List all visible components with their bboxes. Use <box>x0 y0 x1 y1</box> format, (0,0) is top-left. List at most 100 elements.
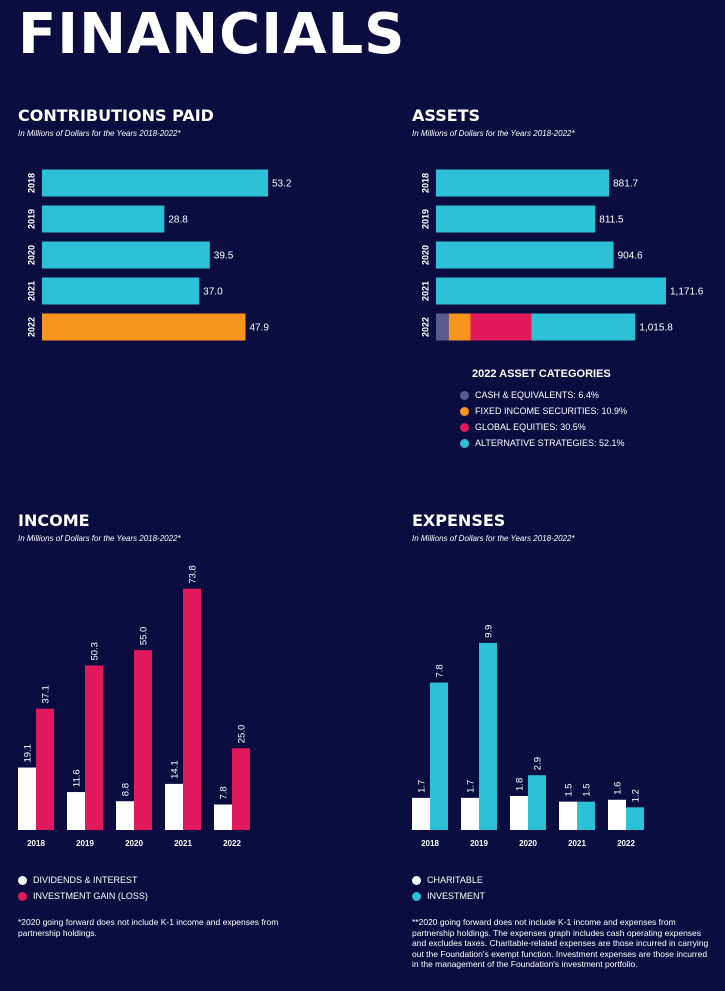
legend-dot <box>412 891 421 901</box>
legend-item-global-equities: GLOBAL EQUITIES: 30.5% <box>460 422 627 432</box>
year-label: 2020 <box>26 245 36 265</box>
assets-subtitle: In Millions of Dollars for the Years 201… <box>412 129 575 138</box>
bar-value-label: 28.8 <box>168 215 188 226</box>
bar <box>436 277 666 305</box>
legend-dot <box>18 875 27 885</box>
bar-value-label: 1.6 <box>613 782 624 795</box>
expenses-chart: 1.7 7.8 2018 1.7 9.9 2019 1.8 2.9 2020 1.5 1.5 2021… <box>412 625 644 848</box>
bar-value-label: 9.9 <box>484 625 495 638</box>
assets-chart: 2018 881.7 2019 811.5 2020 904.6 2021 1,171.6 20… <box>420 169 704 341</box>
income-footnote: *2020 going forward does not include K-1… <box>18 917 279 938</box>
legend-item-investment: INVESTMENT <box>412 891 485 901</box>
bar <box>436 241 614 269</box>
year-label: 2021 <box>568 839 586 848</box>
bar <box>42 205 165 233</box>
bar <box>183 588 201 830</box>
legend-label: DIVIDENDS & INTEREST <box>33 875 138 885</box>
bar <box>67 792 85 830</box>
contributions-subtitle: In Millions of Dollars for the Years 201… <box>18 129 181 138</box>
bar <box>510 795 528 830</box>
bar <box>461 797 479 830</box>
income-legend: DIVIDENDS & INTEREST INVESTMENT GAIN (LO… <box>18 875 148 907</box>
bar <box>42 241 210 269</box>
bar-value-label: 881.7 <box>613 179 638 190</box>
bar <box>479 642 497 830</box>
year-label: 2021 <box>420 281 430 301</box>
bar-value-label: 39.5 <box>214 251 234 262</box>
legend-label: CHARITABLE <box>427 875 483 885</box>
legend-label: CASH & EQUIVALENTS: 6.4% <box>475 390 599 400</box>
bar-value-label: 1.5 <box>564 783 575 796</box>
legend-dot <box>460 406 469 416</box>
year-label: 2020 <box>125 839 143 848</box>
assets-title: ASSETS <box>412 106 481 125</box>
income-header: INCOME In Millions of Dollars for the Ye… <box>18 511 181 543</box>
legend-label: ALTERNATIVE STRATEGIES: 52.1% <box>475 438 625 448</box>
bar-value-label: 1,015.8 <box>639 323 673 334</box>
bar-value-label: 37.1 <box>41 685 52 704</box>
contributions-chart: 2018 53.2 2019 28.8 2020 39.5 2021 37.0 2022 47.9 <box>26 169 292 341</box>
bar <box>134 650 152 830</box>
income-subtitle: In Millions of Dollars for the Years 201… <box>18 534 181 543</box>
bar-value-label: 1.5 <box>582 783 593 796</box>
legend-item-alternative: ALTERNATIVE STRATEGIES: 52.1% <box>460 438 627 448</box>
year-label: 2018 <box>26 173 36 193</box>
legend-item-charitable: CHARITABLE <box>412 875 485 885</box>
bar <box>36 708 54 830</box>
bar-segment <box>531 313 636 341</box>
year-label: 2019 <box>76 839 94 848</box>
bar-value-label: 14.1 <box>170 760 181 779</box>
year-label: 2022 <box>26 317 36 337</box>
bar <box>577 801 595 830</box>
bar-segment <box>470 313 532 341</box>
bar-value-label: 8.8 <box>121 783 132 796</box>
legend-dot <box>412 875 421 885</box>
year-label: 2019 <box>26 209 36 229</box>
assets-header: ASSETS In Millions of Dollars for the Ye… <box>412 106 575 138</box>
bar <box>214 804 232 830</box>
bar-value-label: 1.7 <box>466 780 477 793</box>
year-label: 2020 <box>519 839 537 848</box>
bar-value-label: 1.2 <box>631 789 642 802</box>
legend-label: FIXED INCOME SECURITIES: 10.9% <box>475 406 628 416</box>
bar <box>165 783 183 830</box>
year-label: 2021 <box>26 281 36 301</box>
income-title: INCOME <box>18 511 90 530</box>
bar-value-label: 811.5 <box>599 215 624 226</box>
expenses-header: EXPENSES In Millions of Dollars for the … <box>412 511 575 543</box>
bar <box>412 797 430 830</box>
legend-label: GLOBAL EQUITIES: 30.5% <box>475 422 586 432</box>
bar-value-label: 7.8 <box>219 786 230 799</box>
bar <box>608 799 626 830</box>
legend-dot <box>18 891 27 901</box>
bar-value-label: 904.6 <box>618 251 643 262</box>
bar <box>42 169 268 197</box>
legend-dot <box>460 438 469 448</box>
expenses-title: EXPENSES <box>412 511 506 530</box>
bar-value-label: 1.7 <box>417 780 428 793</box>
legend-dot <box>460 390 469 400</box>
year-label: 2021 <box>174 839 192 848</box>
bar-segment <box>448 313 471 341</box>
bar <box>436 169 610 197</box>
bar-value-label: 25.0 <box>237 725 248 744</box>
bar-value-label: 37.0 <box>203 287 223 298</box>
bar <box>42 277 200 305</box>
legend-item-cash: CASH & EQUIVALENTS: 6.4% <box>460 390 627 400</box>
asset-categories-legend: 2022 ASSET CATEGORIES CASH & EQUIVALENTS… <box>460 368 627 454</box>
legend-item-fixed-income: FIXED INCOME SECURITIES: 10.9% <box>460 406 627 416</box>
bar-value-label: 2.9 <box>533 757 544 770</box>
bar <box>232 748 250 830</box>
expenses-legend: CHARITABLE INVESTMENT <box>412 875 485 907</box>
legend-label: INVESTMENT <box>427 891 486 901</box>
bar <box>626 807 644 830</box>
bar <box>559 801 577 830</box>
page-title: FINANCIALS <box>18 2 406 67</box>
bar-value-label: 73.8 <box>188 565 199 584</box>
bar-value-label: 53.2 <box>272 179 292 190</box>
bar-value-label: 1,171.6 <box>670 287 704 298</box>
year-label: 2022 <box>617 839 635 848</box>
bar <box>85 665 103 830</box>
bar <box>116 801 134 830</box>
bar-value-label: 19.1 <box>23 744 34 763</box>
